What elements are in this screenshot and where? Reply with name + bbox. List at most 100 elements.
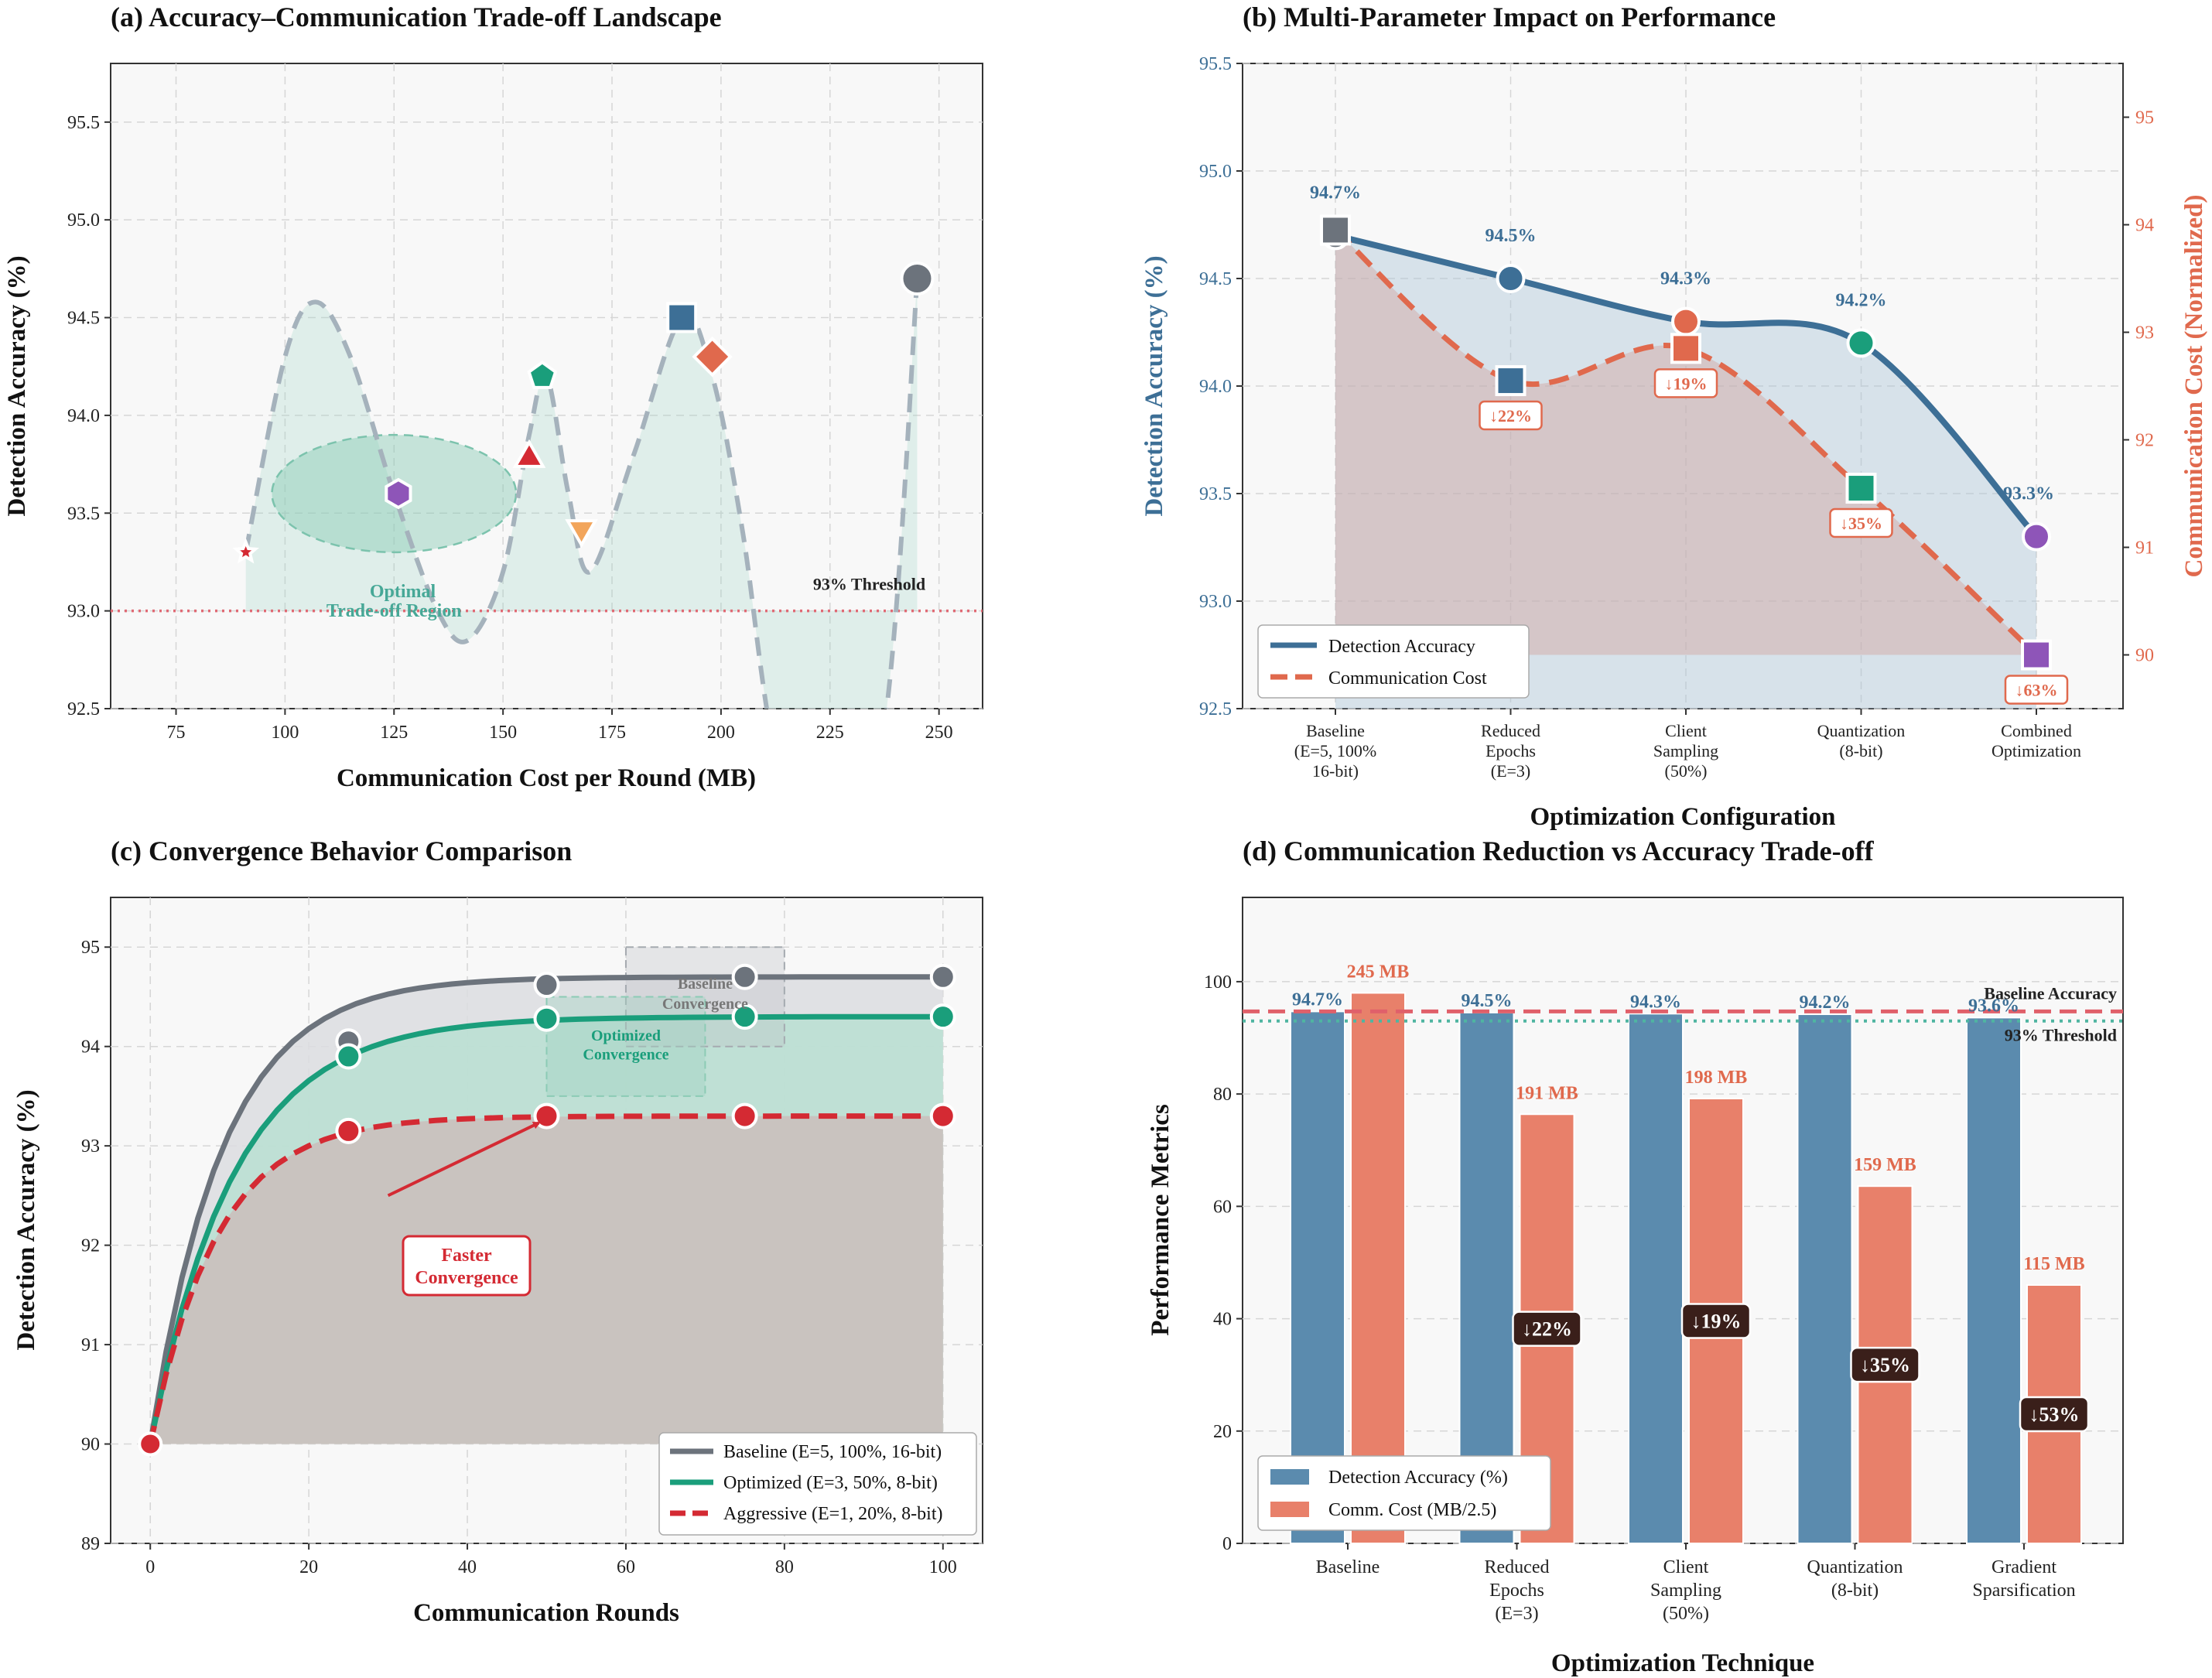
panel-c-legend: Baseline (E=5, 100%, 16-bit) Optimized (… (658, 1432, 977, 1536)
y-tick-label: 95.5 (1199, 54, 1232, 74)
cost-marker (1495, 365, 1527, 397)
y-tick-label: 89 (81, 1534, 100, 1554)
panel-c-title: (c) Convergence Behavior Comparison (111, 836, 572, 866)
x-tick-label: 225 (816, 723, 844, 743)
x-tick-label: Combined (2001, 721, 2072, 740)
x-tick-label: Baseline (1306, 721, 1365, 740)
accuracy-label: 94.5% (1485, 226, 1537, 246)
convergence-marker (731, 1003, 758, 1030)
convergence-marker (335, 1043, 362, 1070)
x-tick-label: 100 (929, 1557, 957, 1577)
convergence-marker (533, 972, 560, 999)
convergence-marker (533, 1102, 560, 1129)
y-tick-label: 93.0 (67, 602, 100, 622)
reduction-badge (1829, 508, 1893, 538)
panel-b-legend-accuracy: Detection Accuracy (1328, 637, 1475, 657)
panel-d-ylabel: Performance Metrics (1147, 1104, 1174, 1336)
y-tick-label: 92.5 (67, 699, 100, 719)
cost-marker (2021, 639, 2052, 671)
reduction-label: ↓35% (1860, 1354, 1910, 1376)
x-tick-label: 20 (299, 1557, 318, 1577)
x-tick-label: 175 (598, 723, 626, 743)
convergence-marker (533, 1005, 560, 1032)
reduction-badge (1680, 1303, 1752, 1339)
x-tick-label: 125 (380, 723, 408, 743)
panel-a-ylabel: Detection Accuracy (%) (3, 255, 31, 516)
x-tick-label: 16-bit) (1312, 761, 1359, 781)
x-tick-label: Reduced (1481, 721, 1540, 740)
x-tick-label: 0 (145, 1557, 155, 1577)
accuracy-bar (1966, 1017, 2022, 1544)
panel-d-ticks: 0 20 40 60 80 100 Baseline Reduced Epochs (E=3) Cl… (1204, 972, 2076, 1624)
x-tick-label: Sampling (1653, 741, 1718, 760)
panel-c-optimized-box-label-1: Optimized (591, 1027, 661, 1044)
convergence-marker (731, 963, 758, 990)
cost-line (1333, 227, 2039, 658)
x-tick-label: 75 (167, 723, 186, 743)
reduction-label: ↓19% (1691, 1310, 1742, 1332)
panel-c-legend-box (658, 1432, 977, 1536)
x-tick-label: Sparsification (1972, 1581, 2075, 1601)
reduction-label: ↓35% (1840, 514, 1882, 533)
panel-b-legend-cost: Communication Cost (1328, 668, 1487, 689)
x-tick-label: Client (1665, 721, 1707, 740)
trade-off-area (245, 279, 918, 709)
accuracy-bar-label: 94.7% (1292, 989, 1343, 1010)
y-tick-label: 94.5 (1199, 269, 1232, 289)
faster-convergence-arrow (387, 1121, 541, 1198)
accuracy-bar (1628, 1013, 1684, 1545)
panel-a-region-label-1: Optimal (370, 582, 436, 602)
panel-d-legend-accuracy-swatch (1270, 1469, 1309, 1485)
reduction-label: ↓53% (2029, 1403, 2080, 1426)
panel-d-legend-box (1257, 1455, 1551, 1531)
panel-c-legend-optimized: Optimized (E=3, 50%, 8-bit) (723, 1473, 938, 1493)
convergence-marker (929, 1102, 956, 1129)
x-tick-label: (E=3) (1495, 1604, 1538, 1624)
panel-d-legend-accuracy: Detection Accuracy (%) (1328, 1468, 1508, 1488)
panel-a-ticks: 75 100 125 150 175 200 225 250 92.5 93.0 93.5 94.0 9… (67, 113, 953, 743)
x-tick-label: Optimization (1991, 741, 2081, 760)
x-tick-label: (E=5, 100% (1294, 741, 1377, 760)
x-tick-label: 150 (489, 723, 517, 743)
y2-tick-label: 94 (2135, 216, 2154, 236)
cost-marker (1670, 333, 1701, 364)
reduction-badge (1653, 368, 1718, 398)
accuracy-marker (1496, 264, 1526, 293)
x-tick-label: 60 (617, 1557, 635, 1577)
y-tick-label: 60 (1213, 1197, 1232, 1217)
reduction-label: ↓19% (1665, 374, 1708, 393)
cost-marker (1320, 214, 1351, 246)
panel-a-region-label-2: Trade-off Region (327, 601, 462, 621)
accuracy-bar-label: 94.2% (1800, 993, 1851, 1013)
y-tick-label: 40 (1213, 1310, 1232, 1330)
panel-c-baseline-box-label-2: Convergence (662, 996, 748, 1013)
y2-tick-label: 92 (2135, 431, 2154, 451)
accuracy-bar-label: 94.5% (1462, 991, 1513, 1011)
cost-bar-label: 115 MB (2023, 1254, 2084, 1274)
y-tick-label: 95.0 (1199, 162, 1232, 182)
panel-d-content: 94.7% 94.5% 94.3% 94.2% 93.6% 245 MB 191 MB 198… (1243, 962, 2123, 1545)
y-tick-label: 95 (81, 938, 100, 958)
panel-a-xlabel: Communication Cost per Round (MB) (337, 764, 756, 792)
accuracy-label: 93.3% (2003, 484, 2054, 504)
accuracy-bar (1797, 1013, 1853, 1545)
panel-c-annotation-line-1: Faster (441, 1246, 492, 1266)
accuracy-marker (1671, 306, 1701, 337)
sparsification-point (512, 439, 546, 468)
panel-c-legend-baseline: Baseline (E=5, 100%, 16-bit) (723, 1442, 942, 1462)
optimized-convergence-box (545, 996, 706, 1097)
panel-b-legend-box (1257, 624, 1530, 699)
panel-a-threshold-label: 93% Threshold (813, 575, 925, 594)
x-tick-label: Quantization (1807, 1557, 1903, 1577)
panel-b-xlabel: Optimization Configuration (1530, 803, 1835, 831)
panel-c: (c) Convergence Behavior Comparison Comm… (12, 836, 983, 1627)
cost-bar (1350, 992, 1406, 1545)
x-tick-label: Epochs (1485, 741, 1536, 760)
accuracy-bar-label: 93.6% (1968, 996, 2019, 1016)
x-tick-label: 200 (707, 723, 735, 743)
panel-c-ylabel: Detection Accuracy (%) (12, 1089, 40, 1350)
reduction-label: ↓22% (1522, 1318, 1572, 1341)
y-tick-label: 95.0 (67, 210, 100, 231)
x-tick-label: Quantization (1817, 721, 1906, 740)
